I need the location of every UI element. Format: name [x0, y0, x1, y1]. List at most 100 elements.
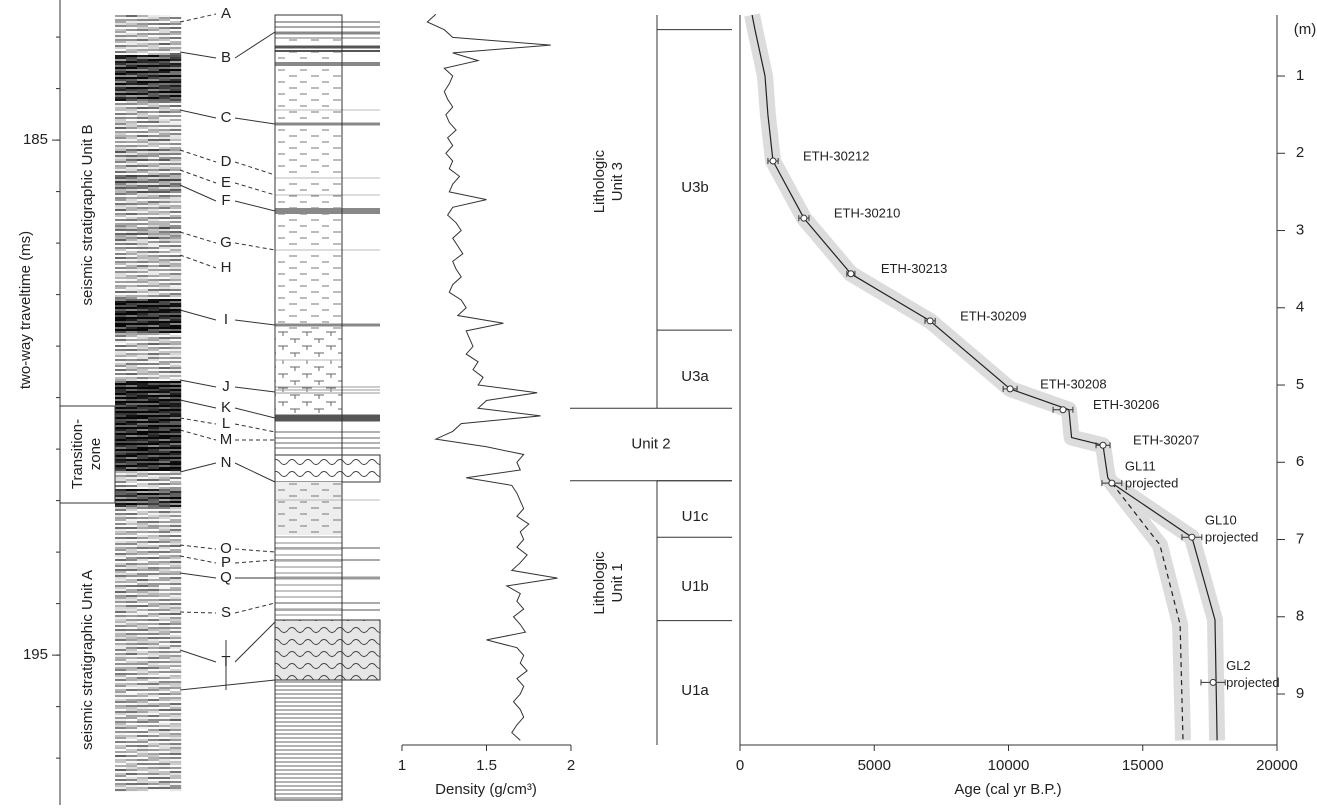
seismic-cell — [159, 193, 171, 196]
seismic-cell — [126, 369, 138, 372]
seismic-cell — [170, 629, 182, 632]
seismic-cell — [170, 573, 182, 576]
seismic-cell — [148, 441, 160, 444]
seismic-cell — [159, 475, 171, 478]
seismic-cell — [126, 175, 138, 178]
seismic-cell — [148, 469, 160, 472]
seismic-cell — [159, 291, 171, 294]
seismic-cell — [159, 645, 171, 648]
seismic-cell — [159, 641, 171, 644]
seismic-cell — [170, 743, 182, 746]
seismic-cell — [137, 445, 149, 448]
seismic-cell — [137, 339, 149, 342]
seismic-cell — [159, 417, 171, 420]
seismic-cell — [148, 703, 160, 706]
seismic-cell — [148, 259, 160, 262]
seismic-cell — [115, 703, 127, 706]
seismic-cell — [148, 451, 160, 454]
seismic-cell — [170, 731, 182, 734]
seismic-cell — [137, 761, 149, 764]
seismic-cell — [115, 337, 127, 340]
seismic-cell — [126, 617, 138, 620]
seismic-cell — [137, 525, 149, 528]
seismic-cell — [137, 99, 149, 102]
seismic-cell — [159, 503, 171, 506]
seismic-cell — [137, 641, 149, 644]
seismic-cell — [159, 241, 171, 244]
seismic-cell — [115, 725, 127, 728]
seismic-cell — [115, 649, 127, 652]
seismic-cell — [170, 61, 182, 64]
seismic-cell — [170, 187, 182, 190]
seismic-cell — [159, 749, 171, 752]
seismic-cell — [170, 99, 182, 102]
seismic-cell — [159, 607, 171, 610]
seismic-cell — [170, 151, 182, 154]
seismic-cell — [115, 709, 127, 712]
seismic-cell — [148, 343, 160, 346]
seismic-cell — [137, 619, 149, 622]
seismic-cell — [159, 371, 171, 374]
seismic-cell — [170, 101, 182, 104]
date-label: projected — [1205, 530, 1258, 545]
seismic-cell — [137, 565, 149, 568]
seismic-cell — [148, 757, 160, 760]
seismic-cell — [148, 33, 160, 36]
seismic-cell — [126, 315, 138, 318]
seismic-cell — [115, 161, 127, 164]
seismic-cell — [137, 657, 149, 660]
seismic-cell — [115, 299, 127, 302]
seismic-cell — [170, 35, 182, 38]
seismic-cell — [148, 27, 160, 30]
seismic-cell — [115, 665, 127, 668]
seismic-cell — [148, 215, 160, 218]
seismic-cell — [126, 263, 138, 266]
seismic-cell — [159, 121, 171, 124]
seismic-cell — [170, 451, 182, 454]
seismic-cell — [159, 343, 171, 346]
seismic-cell — [148, 161, 160, 164]
seismic-cell — [159, 87, 171, 90]
seismic-cell — [126, 527, 138, 530]
seismic-cell — [137, 291, 149, 294]
seismic-cell — [137, 353, 149, 356]
seismic-cell — [126, 251, 138, 254]
seismic-cell — [148, 295, 160, 298]
seismic-cell — [126, 277, 138, 280]
seismic-cell — [170, 409, 182, 412]
seismic-cell — [159, 321, 171, 324]
seismic-cell — [115, 255, 127, 258]
seismic-cell — [170, 85, 182, 88]
reflector-label: B — [221, 49, 231, 66]
seismic-cell — [126, 497, 138, 500]
seismic-cell — [126, 201, 138, 204]
seismic-cell — [170, 609, 182, 612]
seismic-cell — [170, 777, 182, 780]
group-label: Lithologic — [591, 551, 608, 615]
seismic-cell — [148, 225, 160, 228]
seismic-cell — [137, 65, 149, 68]
seismic-cell — [115, 583, 127, 586]
seismic-cell — [170, 781, 182, 784]
seismic-cell — [126, 191, 138, 194]
seismic-cell — [126, 397, 138, 400]
seismic-cell — [170, 267, 182, 270]
seismic-cell — [170, 129, 182, 132]
seismic-cell — [159, 415, 171, 418]
seismic-cell — [126, 31, 138, 34]
seismic-cell — [148, 779, 160, 782]
seismic-cell — [126, 689, 138, 692]
seismic-cell — [115, 285, 127, 288]
seismic-cell — [126, 169, 138, 172]
seismic-cell — [159, 29, 171, 32]
seismic-cell — [170, 211, 182, 214]
seismic-cell — [159, 451, 171, 454]
seismic-cell — [137, 545, 149, 548]
seismic-cell — [159, 209, 171, 212]
seismic-cell — [137, 587, 149, 590]
seismic-cell — [148, 525, 160, 528]
seismic-cell — [115, 615, 127, 618]
seismic-cell — [159, 479, 171, 482]
seismic-cell — [170, 251, 182, 254]
seismic-cell — [148, 303, 160, 306]
